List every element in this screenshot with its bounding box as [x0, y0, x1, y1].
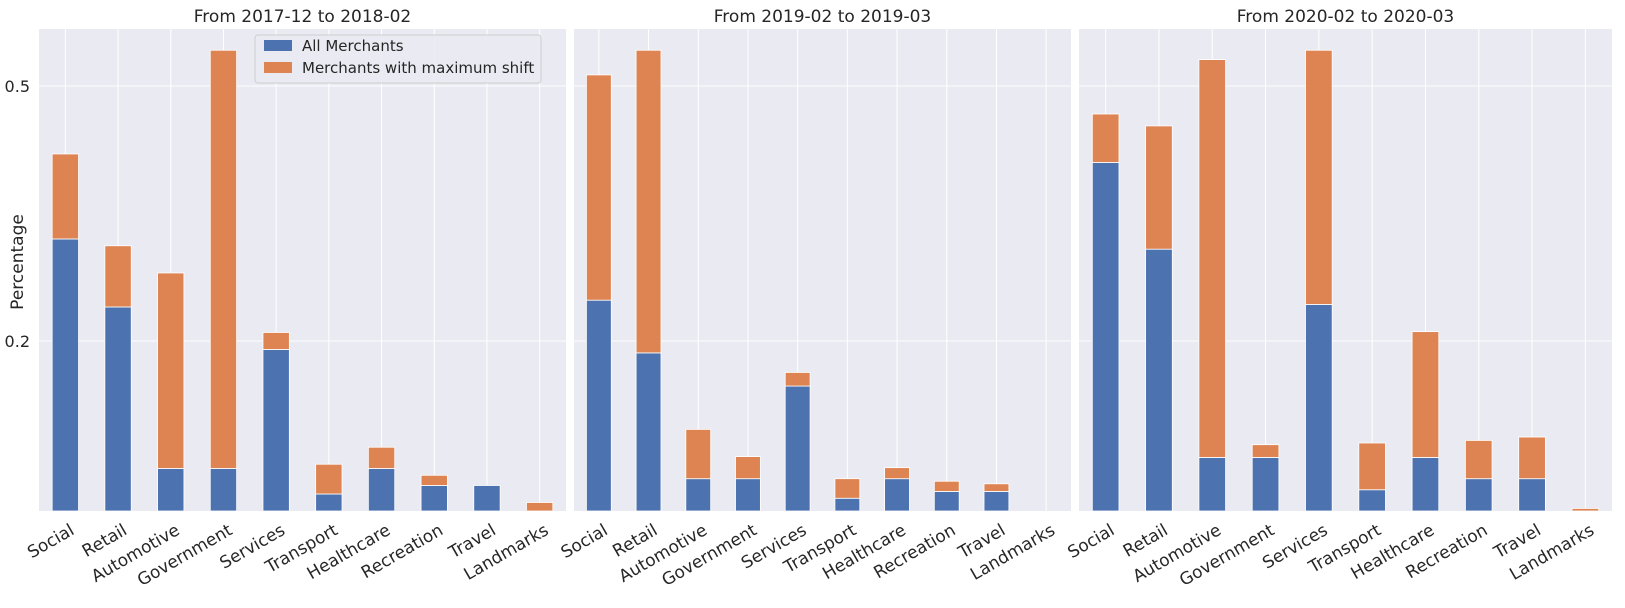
bar-all-merchants-travel [983, 491, 1010, 512]
x-tick-label: Social [24, 520, 78, 563]
bar-all-merchants-automotive [157, 468, 185, 512]
bar-merchants-with-maximum-shift-social [51, 153, 79, 240]
bar-merchants-with-maximum-shift-services [262, 332, 290, 350]
bar-all-merchants-services [1305, 304, 1333, 512]
bar-all-merchants-transport [315, 493, 343, 512]
bar-all-merchants-recreation [420, 485, 448, 512]
bar-merchants-with-maximum-shift-transport [315, 463, 343, 495]
legend-swatch [264, 62, 292, 73]
bar-merchants-with-maximum-shift-social [586, 74, 612, 301]
bar-all-merchants-social [586, 299, 612, 512]
bar-merchants-with-maximum-shift-healthcare [367, 446, 396, 469]
bar-all-merchants-travel [1518, 478, 1546, 512]
bar-all-merchants-government [1251, 457, 1280, 512]
bar-all-merchants-recreation [933, 491, 960, 512]
panel-title: From 2020-02 to 2020-03 [1237, 7, 1454, 27]
bar-merchants-with-maximum-shift-recreation [1465, 440, 1493, 480]
legend: All Merchants Merchants with maximum shif… [254, 34, 542, 84]
bar-merchants-with-maximum-shift-services [784, 372, 811, 387]
bar-merchants-with-maximum-shift-recreation [933, 480, 960, 492]
panel-title: From 2017-12 to 2018-02 [194, 7, 411, 27]
bar-merchants-with-maximum-shift-automotive [157, 272, 185, 469]
bar-all-merchants-healthcare [367, 468, 396, 512]
bar-merchants-with-maximum-shift-travel [983, 483, 1010, 492]
x-tick-label: Social [1064, 520, 1118, 563]
bar-merchants-with-maximum-shift-landmarks [1571, 508, 1600, 512]
bar-all-merchants-automotive [1198, 457, 1226, 512]
legend-label: Merchants with maximum shift [302, 59, 534, 77]
bar-all-merchants-social [1091, 162, 1120, 512]
bar-all-merchants-transport [1358, 489, 1386, 512]
bar-merchants-with-maximum-shift-transport [834, 478, 861, 499]
bar-merchants-with-maximum-shift-travel [1518, 436, 1546, 480]
x-tick-label: Social [558, 520, 612, 563]
bar-all-merchants-recreation [1465, 478, 1493, 512]
bar-all-merchants-transport [834, 497, 861, 512]
bar-all-merchants-government [209, 468, 238, 512]
bar-merchants-with-maximum-shift-healthcare [884, 467, 910, 480]
bar-all-merchants-services [784, 385, 811, 512]
chart-panel-2: From 2019-02 to 2019-03SocialRetailAutom… [558, 7, 1071, 591]
bar-merchants-with-maximum-shift-retail [635, 49, 662, 354]
bar-merchants-with-maximum-shift-recreation [420, 474, 448, 486]
bar-merchants-with-maximum-shift-landmarks [526, 502, 554, 512]
bar-all-merchants-retail [635, 352, 662, 512]
bar-merchants-with-maximum-shift-automotive [1198, 59, 1226, 458]
bar-merchants-with-maximum-shift-government [209, 49, 238, 469]
bar-all-merchants-retail [1145, 248, 1173, 512]
y-axis-label: Percentage [8, 214, 28, 310]
bar-all-merchants-social [51, 238, 79, 512]
bar-all-merchants-retail [104, 306, 132, 512]
bar-merchants-with-maximum-shift-government [735, 456, 761, 480]
legend-swatch [264, 40, 292, 51]
legend-box [254, 34, 542, 84]
bar-merchants-with-maximum-shift-government [1251, 444, 1280, 458]
bar-merchants-with-maximum-shift-services [1305, 49, 1333, 305]
panel-title: From 2019-02 to 2019-03 [714, 7, 931, 27]
bar-merchants-with-maximum-shift-healthcare [1411, 331, 1440, 458]
bar-all-merchants-travel [473, 485, 501, 512]
legend-label: All Merchants [302, 37, 404, 55]
bar-all-merchants-healthcare [1411, 457, 1440, 512]
bar-merchants-with-maximum-shift-retail [1145, 125, 1173, 250]
bar-merchants-with-maximum-shift-automotive [685, 428, 712, 480]
y-tick-label: 0.5 [5, 77, 30, 96]
bar-all-merchants-automotive [685, 478, 712, 512]
bar-all-merchants-services [262, 349, 290, 512]
bar-merchants-with-maximum-shift-retail [104, 245, 132, 308]
y-tick-label: 0.2 [5, 332, 30, 351]
bar-merchants-with-maximum-shift-social [1091, 113, 1120, 163]
bar-all-merchants-healthcare [884, 478, 910, 512]
bar-merchants-with-maximum-shift-transport [1358, 442, 1386, 491]
bar-all-merchants-government [735, 478, 761, 512]
